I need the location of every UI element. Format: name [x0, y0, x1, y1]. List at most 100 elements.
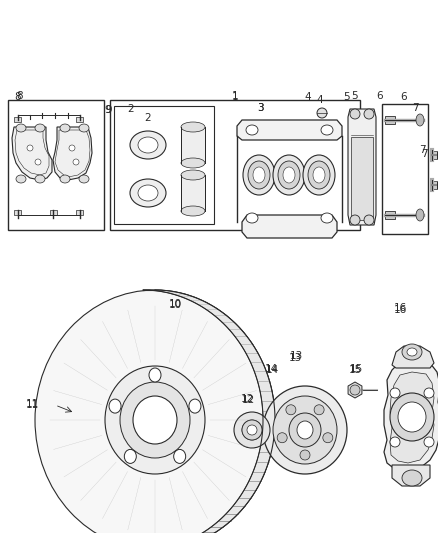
Ellipse shape — [79, 124, 89, 132]
Ellipse shape — [424, 388, 434, 398]
Bar — [385, 211, 395, 219]
Text: 8: 8 — [15, 92, 21, 102]
Ellipse shape — [69, 145, 75, 151]
Ellipse shape — [398, 402, 426, 432]
Text: 7: 7 — [420, 149, 427, 159]
Ellipse shape — [364, 109, 374, 119]
Ellipse shape — [79, 175, 89, 183]
Polygon shape — [238, 414, 266, 446]
Ellipse shape — [350, 385, 360, 395]
Ellipse shape — [130, 131, 166, 159]
Ellipse shape — [317, 121, 327, 131]
Ellipse shape — [273, 155, 305, 195]
Ellipse shape — [364, 215, 374, 225]
Bar — [14, 210, 21, 215]
Polygon shape — [351, 137, 373, 220]
Polygon shape — [12, 127, 52, 180]
Ellipse shape — [321, 125, 333, 135]
Ellipse shape — [105, 366, 205, 474]
Ellipse shape — [246, 125, 258, 135]
Ellipse shape — [246, 213, 258, 223]
Text: 9: 9 — [106, 105, 112, 115]
Bar — [76, 210, 83, 215]
Bar — [382, 104, 428, 234]
Text: 7: 7 — [419, 145, 425, 155]
Ellipse shape — [109, 399, 121, 413]
Ellipse shape — [35, 124, 45, 132]
Ellipse shape — [390, 388, 400, 398]
Ellipse shape — [278, 161, 300, 189]
Bar — [76, 117, 83, 122]
Text: 15: 15 — [350, 364, 363, 374]
Ellipse shape — [35, 175, 45, 183]
Ellipse shape — [407, 348, 417, 356]
Text: 7: 7 — [412, 103, 418, 113]
Ellipse shape — [243, 155, 275, 195]
Bar — [114, 106, 214, 224]
Bar — [110, 100, 360, 230]
Text: 3: 3 — [257, 103, 263, 113]
Ellipse shape — [308, 161, 330, 189]
Text: 6: 6 — [401, 92, 407, 102]
Text: 10: 10 — [169, 300, 182, 310]
Ellipse shape — [416, 114, 424, 126]
Polygon shape — [242, 215, 337, 238]
Text: 2: 2 — [145, 113, 151, 123]
Ellipse shape — [390, 393, 434, 441]
Text: 1: 1 — [232, 91, 238, 101]
Ellipse shape — [424, 437, 434, 447]
Polygon shape — [390, 372, 434, 463]
Ellipse shape — [313, 167, 325, 183]
Text: 9: 9 — [105, 105, 111, 115]
Ellipse shape — [273, 396, 337, 464]
Ellipse shape — [286, 405, 296, 415]
Text: 13: 13 — [288, 353, 302, 363]
Text: 8: 8 — [17, 91, 23, 101]
Polygon shape — [348, 109, 376, 225]
Ellipse shape — [242, 420, 262, 440]
Ellipse shape — [416, 209, 424, 221]
Polygon shape — [384, 362, 438, 472]
Ellipse shape — [317, 108, 327, 118]
Ellipse shape — [138, 137, 158, 153]
Ellipse shape — [303, 155, 335, 195]
Ellipse shape — [181, 170, 205, 180]
Text: 5: 5 — [352, 91, 358, 101]
Bar — [432, 181, 438, 189]
Ellipse shape — [174, 449, 186, 463]
Ellipse shape — [253, 167, 265, 183]
Text: 12: 12 — [241, 395, 254, 405]
Ellipse shape — [277, 433, 287, 443]
Text: 14: 14 — [265, 365, 279, 375]
Ellipse shape — [133, 396, 177, 444]
Ellipse shape — [138, 185, 158, 201]
Polygon shape — [392, 346, 434, 368]
Ellipse shape — [189, 399, 201, 413]
Bar — [432, 151, 438, 159]
Ellipse shape — [321, 213, 333, 223]
Text: 14: 14 — [265, 364, 278, 374]
Text: 10: 10 — [169, 299, 182, 309]
Ellipse shape — [130, 179, 166, 207]
Polygon shape — [237, 120, 342, 140]
Ellipse shape — [181, 122, 205, 132]
Bar — [385, 116, 395, 124]
Ellipse shape — [16, 124, 26, 132]
Bar — [50, 210, 57, 215]
Text: 16: 16 — [393, 305, 406, 315]
Bar — [181, 127, 205, 163]
Ellipse shape — [16, 175, 26, 183]
Text: 16: 16 — [393, 303, 406, 313]
Text: 4: 4 — [317, 95, 323, 105]
Ellipse shape — [323, 433, 333, 443]
Ellipse shape — [314, 405, 324, 415]
Ellipse shape — [248, 161, 270, 189]
Polygon shape — [53, 127, 92, 180]
Text: 3: 3 — [257, 103, 263, 113]
Text: 5: 5 — [344, 92, 350, 102]
Bar — [181, 175, 205, 211]
Ellipse shape — [350, 109, 360, 119]
Bar — [8, 100, 104, 230]
Ellipse shape — [181, 158, 205, 168]
Ellipse shape — [242, 420, 262, 440]
